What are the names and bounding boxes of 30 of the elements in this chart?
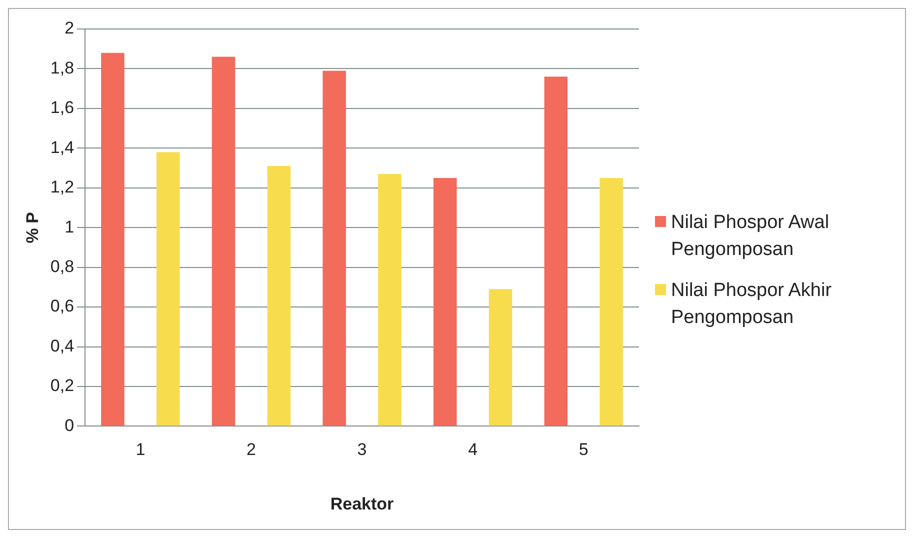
bar [267,166,291,426]
x-tick-label: 2 [246,440,256,460]
legend-label: Nilai Phospor Akhir Pengomposan [671,279,833,330]
y-tick-label: 0,8 [50,257,74,276]
y-tick-label: 0,6 [50,296,74,316]
bar [544,76,568,426]
bar [322,70,346,426]
y-tick-label: 0,2 [50,376,74,396]
y-tick-label: 1,2 [50,178,74,197]
y-tick-label: 1,6 [50,98,74,118]
y-tick-label: 0 [64,416,74,435]
x-tick-label: 3 [357,440,367,460]
x-axis-title: Reaktor [330,494,394,514]
bar [433,178,457,426]
y-tick-label: 1,8 [50,58,74,78]
bar [212,56,236,426]
x-tick-label: 5 [578,440,588,460]
bar [101,52,124,426]
bar [156,152,180,426]
y-tick-label: 1,4 [50,138,74,157]
y-tick-label: 0,4 [50,336,74,356]
y-tick-label: 1 [64,217,74,236]
bar [600,178,623,426]
y-axis-title: % P [22,212,42,244]
bar [378,174,402,426]
x-tick-label: 4 [468,440,478,460]
legend-label: Nilai Phospor Awal Pengomposan [671,211,830,262]
bar [488,289,512,426]
x-tick-label: 1 [136,440,146,460]
y-tick-label: 2 [64,18,74,38]
